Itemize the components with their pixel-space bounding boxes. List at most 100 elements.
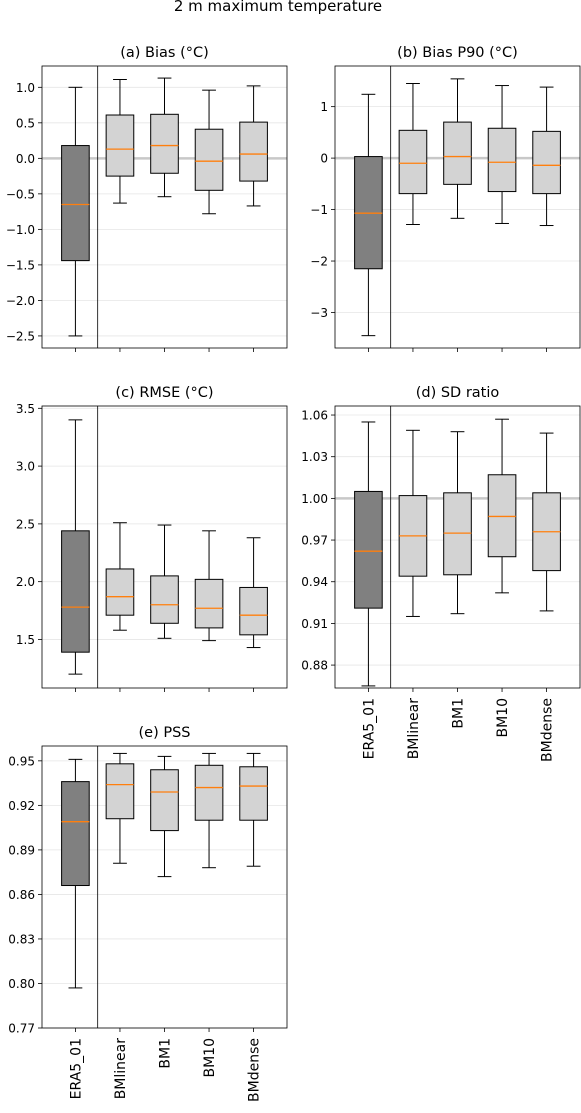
ytick-label-4: −1.0 <box>6 223 35 237</box>
ytick-label-0: 0.95 <box>8 754 35 768</box>
box-iqr <box>239 121 268 182</box>
ytick-label-1: 3.0 <box>16 460 35 474</box>
box-BMdense <box>532 86 561 227</box>
box-ERA5_01 <box>61 419 90 675</box>
ytick-label-7: −2.5 <box>6 329 35 343</box>
xtick-label-BM10: BM10 <box>495 698 511 738</box>
ytick-label-2: 0.89 <box>8 843 35 857</box>
ytick-label-0: 1.0 <box>16 81 35 95</box>
box-ERA5_01 <box>354 421 383 687</box>
ytick-label-6: −2.0 <box>6 294 35 308</box>
box-iqr <box>194 128 224 191</box>
box-BM1 <box>150 77 179 198</box>
box-BMlinear <box>398 82 428 225</box>
ytick-label-3: −2 <box>310 255 328 269</box>
xtick-label-BM1: BM1 <box>451 698 467 729</box>
box-iqr <box>443 121 472 185</box>
box-BMdense <box>532 432 561 612</box>
box-iqr <box>105 763 135 820</box>
panels: 1.0 0.5 0.0 −0.5 −1.0 −1.5 −2.0 −2.5 (a) Bias (°… <box>6 45 581 1102</box>
box-BM1 <box>443 78 472 219</box>
ytick-label-5: 0.91 <box>301 617 328 631</box>
chart-panel-1: 1 0 −1 −2 −3 (b) Bias P90 (°C) <box>310 45 581 352</box>
ytick-label-3: −0.5 <box>6 187 35 201</box>
ytick-label-0: 1 <box>320 100 328 114</box>
xtick-label-ERA5_01: ERA5_01 <box>361 698 377 759</box>
box-ERA5_01 <box>61 86 90 337</box>
ytick-label-3: 2.0 <box>16 575 35 589</box>
box-iqr <box>105 114 135 177</box>
chart-panel-0: 1.0 0.5 0.0 −0.5 −1.0 −1.5 −2.0 −2.5 (a) Bias (°… <box>6 45 288 352</box>
box-BMlinear <box>105 78 135 204</box>
box-BM10 <box>487 85 517 224</box>
ytick-label-0: 1.06 <box>301 409 328 423</box>
box-ERA5_01 <box>61 758 90 989</box>
ytick-label-3: 0.86 <box>8 888 35 902</box>
ytick-label-3: 0.97 <box>301 534 328 548</box>
chart-title: (d) SD ratio <box>416 385 500 401</box>
ytick-label-2: −1 <box>310 203 328 217</box>
box-iqr <box>487 474 517 558</box>
box-BM1 <box>150 524 179 639</box>
xtick-label-BMlinear: BMlinear <box>113 1038 129 1100</box>
box-iqr <box>150 769 179 832</box>
box-iqr <box>194 578 224 629</box>
box-ERA5_01 <box>354 93 383 337</box>
box-BMdense <box>239 85 268 207</box>
ytick-label-2: 2.5 <box>16 517 35 531</box>
box-BM10 <box>487 418 517 594</box>
box-BMdense <box>239 537 268 649</box>
box-iqr <box>354 490 383 609</box>
box-iqr <box>150 113 179 174</box>
ytick-label-4: −3 <box>310 306 328 320</box>
chart-title: (b) Bias P90 (°C) <box>397 45 518 61</box>
ytick-label-4: 1.5 <box>16 633 35 647</box>
box-BMlinear <box>105 752 135 864</box>
box-iqr <box>194 764 224 821</box>
box-iqr <box>239 586 268 636</box>
chart-panel-4: 0.95 0.92 0.89 0.86 0.83 0.80 0.77 ERA5_01 BMlin… <box>8 725 288 1102</box>
box-iqr <box>61 781 90 887</box>
xtick-label-BMlinear: BMlinear <box>406 698 422 760</box>
box-iqr <box>105 568 135 616</box>
box-BM10 <box>194 530 224 642</box>
ytick-label-4: 0.83 <box>8 932 35 946</box>
xtick-label-BM10: BM10 <box>202 1038 218 1078</box>
box-BMdense <box>239 752 268 867</box>
box-BM1 <box>150 755 179 878</box>
ytick-label-2: 0.0 <box>16 152 35 166</box>
ytick-label-1: 0.92 <box>8 799 35 813</box>
box-iqr <box>239 766 268 821</box>
box-iqr <box>61 530 90 653</box>
ytick-label-6: 0.77 <box>8 1022 35 1036</box>
ytick-label-6: 0.88 <box>301 659 328 673</box>
box-BMlinear <box>105 522 135 631</box>
ytick-label-0: 3.5 <box>16 402 35 416</box>
box-iqr <box>443 492 472 576</box>
box-iqr <box>487 127 517 193</box>
chart-title: (e) PSS <box>139 725 191 741</box>
ytick-label-2: 1.00 <box>301 492 328 506</box>
box-iqr <box>532 130 561 195</box>
chart-title: (a) Bias (°C) <box>120 45 209 61</box>
ytick-label-5: −1.5 <box>6 258 35 272</box>
ytick-label-5: 0.80 <box>8 977 35 991</box>
box-iqr <box>150 575 179 624</box>
box-iqr <box>398 129 428 195</box>
xtick-label-ERA5_01: ERA5_01 <box>68 1038 84 1099</box>
box-iqr <box>61 145 90 262</box>
xtick-label-BMdense: BMdense <box>247 1038 263 1102</box>
xtick-label-BMdense: BMdense <box>540 698 556 762</box>
chart-panel-2: 3.5 3.0 2.5 2.0 1.5 (c) RMSE (°C) <box>16 385 288 692</box>
chart-title: (c) RMSE (°C) <box>115 385 213 401</box>
box-BM10 <box>194 752 224 869</box>
ytick-label-4: 0.94 <box>301 575 328 589</box>
ytick-label-1: 1.03 <box>301 450 328 464</box>
box-BMlinear <box>398 429 428 617</box>
chart-panel-3: 1.06 1.03 1.00 0.97 0.94 0.91 0.88 ERA5_01 BMlin… <box>301 385 581 762</box>
box-BM10 <box>194 89 224 215</box>
ytick-label-1: 0 <box>320 152 328 166</box>
xtick-label-BM1: BM1 <box>158 1038 174 1069</box>
ytick-label-1: 0.5 <box>16 116 35 130</box>
